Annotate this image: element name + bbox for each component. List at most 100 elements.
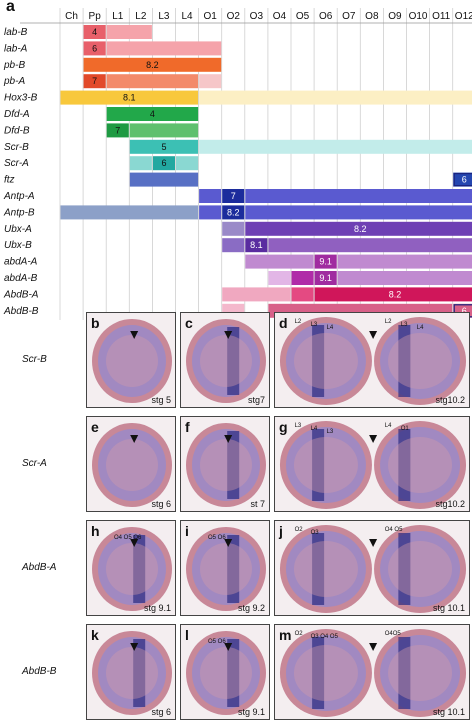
- column-label-o5: O5: [296, 11, 310, 22]
- column-label-o3: O3: [250, 11, 264, 22]
- gene-label: Ubx-A: [4, 224, 32, 235]
- embryo-yolk: [200, 439, 252, 491]
- stage-label: 8.2: [354, 224, 367, 234]
- expression-stripe: [312, 637, 325, 709]
- embryo-yolk: [293, 437, 358, 493]
- gene-label: lab-B: [4, 27, 28, 38]
- segment-label: O1: [400, 426, 409, 432]
- row-label-abdb-a: AbdB-A: [22, 562, 57, 573]
- column-label-o9: O9: [388, 11, 402, 22]
- stage-label: 8.1: [123, 93, 136, 103]
- stage-label: 7: [92, 76, 97, 86]
- embryo-drawing: [186, 527, 266, 611]
- stage-label: 6: [161, 158, 166, 168]
- expression-segment: [60, 205, 199, 220]
- segment-label: L3: [310, 322, 318, 328]
- embryo-yolk: [388, 541, 453, 597]
- stage-label: 5: [161, 142, 166, 152]
- stage-label: stg 9.1: [143, 603, 171, 613]
- embryo-yolk: [388, 437, 453, 493]
- stage-label: st 7: [250, 499, 265, 509]
- embryo-body: [192, 325, 260, 397]
- expression-segment: [245, 238, 268, 253]
- embryo-photo-e: e stg 6: [86, 416, 176, 512]
- embryo-drawing: [92, 423, 172, 507]
- embryo-drawing: [279, 629, 467, 717]
- expression-segment: [152, 156, 175, 171]
- segment-label: O5 O6: [208, 535, 226, 541]
- expression-stripe: [398, 533, 411, 605]
- embryo-drawing: [279, 525, 467, 613]
- embryo-body: [285, 323, 366, 399]
- expression-segment: [199, 90, 472, 105]
- expression-segment: [106, 41, 222, 56]
- embryo-drawing: [186, 423, 266, 507]
- embryo-drawing: [279, 317, 467, 405]
- segment-box-outline: [453, 173, 472, 187]
- expression-stripe: [312, 325, 325, 397]
- expression-segment: [245, 254, 314, 269]
- row-label-abdb-b: AbdB-B: [22, 666, 57, 677]
- expression-stripe: [398, 325, 411, 397]
- column-label-o6: O6: [319, 11, 333, 22]
- embryo-drawing: [92, 631, 172, 715]
- segment-label: L4: [384, 423, 392, 429]
- expression-segment: [129, 172, 199, 187]
- expression-segment: [106, 74, 199, 89]
- arrowhead-marker: [369, 435, 378, 443]
- expression-stripe: [227, 639, 240, 707]
- embryo-drawing: [92, 319, 172, 403]
- segment-label: L2: [294, 319, 302, 325]
- expression-segment: [245, 205, 472, 220]
- stage-label: stg 6: [151, 499, 171, 509]
- stage-label: 8.2: [227, 207, 240, 217]
- embryo-photo-g: g stg10.2 L3 L4 L3 L4 O1: [274, 416, 470, 512]
- panel-letter-i: i: [185, 523, 189, 539]
- segment-label: L4: [326, 325, 334, 331]
- expression-stripe: [398, 637, 411, 709]
- expression-segment: [453, 172, 472, 187]
- embryo-body: [285, 427, 366, 503]
- embryo-drawing: [186, 631, 266, 715]
- gene-label: pb-B: [3, 60, 25, 71]
- embryo-body: [192, 637, 260, 709]
- expression-segment: [106, 107, 199, 121]
- panel-letter-e: e: [91, 419, 99, 435]
- gene-label: Scr-B: [4, 142, 29, 153]
- segment-label: O3: [310, 530, 319, 536]
- column-label-l3: L3: [158, 11, 170, 22]
- panel-letter-g: g: [279, 419, 288, 435]
- expression-segment: [176, 156, 199, 171]
- segment-label: L3: [326, 429, 334, 435]
- embryo-yolk: [293, 541, 358, 597]
- stage-label: stg 10.1: [432, 707, 465, 717]
- stage-label: 4: [150, 109, 155, 119]
- embryo-photo-l: l stg 9.1 O5 O6: [180, 624, 270, 720]
- arrowhead-marker: [130, 435, 139, 443]
- expression-segment: [268, 271, 291, 285]
- column-label-o4: O4: [273, 11, 287, 22]
- segment-label: L4: [416, 325, 424, 331]
- embryo-photo-j: j stg 10.1 O2 O3 O4 O5: [274, 520, 470, 616]
- expression-segment: [199, 74, 222, 89]
- panel-letter-d: d: [279, 315, 288, 331]
- expression-segment: [222, 238, 245, 253]
- expression-segment: [60, 90, 199, 105]
- column-label-pp: Pp: [89, 11, 102, 22]
- gene-label: AbdB-A: [3, 289, 39, 300]
- segment-label: O4 O5: [384, 527, 403, 533]
- arrowhead-marker: [369, 643, 378, 651]
- gene-label: abdA-B: [4, 273, 38, 284]
- expression-stripe: [398, 429, 411, 501]
- column-label-o11: O11: [432, 11, 451, 22]
- column-label-o10: O10: [409, 11, 428, 22]
- gene-label: Scr-A: [4, 158, 29, 169]
- expression-segment: [129, 156, 152, 171]
- expression-segment: [106, 123, 129, 138]
- gene-label: Antp-B: [3, 207, 35, 218]
- panel-letter-b: b: [91, 315, 100, 331]
- panel-letter-m: m: [279, 627, 292, 643]
- embryo-photo-f: f st 7: [180, 416, 270, 512]
- embryo-photo-d: d stg10.2 L2 L3 L4 L2 L3 L4: [274, 312, 470, 408]
- embryo-yolk: [293, 333, 358, 389]
